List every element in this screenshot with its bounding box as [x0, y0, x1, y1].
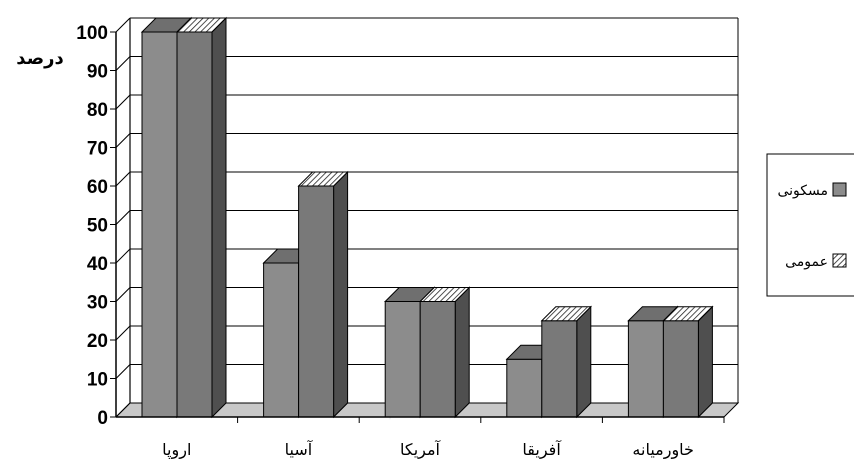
bar: [141, 31, 178, 418]
gridline-depth: [115, 402, 131, 418]
legend-label-residential: مسکونی: [777, 183, 828, 199]
x-category-label: اروپا: [162, 440, 191, 460]
bar-side: [211, 16, 227, 419]
y-tick-label: 60: [87, 177, 108, 198]
x-category-label: آمریکا: [400, 440, 442, 460]
gridline-depth: [115, 325, 131, 341]
x-category-label: خاورمیانه: [632, 440, 694, 460]
legend-swatch-residential: [832, 182, 847, 197]
bar-top: [662, 306, 714, 322]
y-tick-label: 30: [87, 293, 108, 314]
bar: [176, 31, 213, 418]
y-tick-label: 80: [87, 100, 108, 121]
y-tick-label: 70: [87, 139, 108, 160]
bar: [263, 262, 300, 418]
bar: [662, 320, 699, 418]
y-tick-label: 90: [87, 62, 108, 83]
bar: [298, 185, 335, 418]
bar-side: [333, 170, 349, 419]
bar-side: [576, 305, 592, 419]
y-tick-label: 20: [87, 331, 108, 352]
legend-label-public: عمومی: [785, 254, 828, 270]
bar-top: [540, 306, 593, 322]
gridline-depth: [115, 364, 131, 379]
legend-box: [766, 153, 854, 297]
bar-side: [697, 305, 713, 419]
bar: [419, 301, 456, 418]
y-tick-label: 10: [87, 370, 108, 391]
gridline-depth: [115, 171, 131, 187]
gridline-depth: [115, 210, 131, 225]
gridline-depth: [115, 133, 131, 148]
legend: مسکونی عمومی: [766, 153, 854, 297]
y-tick-label: 40: [87, 254, 108, 275]
bar-top: [418, 287, 471, 302]
bar: [541, 320, 578, 418]
gridline-depth: [115, 248, 131, 264]
x-category-label: آفریقا: [522, 440, 562, 460]
legend-swatch-public: [832, 253, 847, 268]
bar: [506, 358, 543, 418]
bar: [627, 320, 664, 418]
bar: [384, 301, 421, 418]
bar-top: [175, 17, 228, 33]
gridline-depth: [115, 287, 131, 302]
gridline-depth: [115, 94, 131, 110]
y-tick-label: 100: [76, 23, 108, 44]
gridline-depth: [115, 56, 131, 71]
y-axis-label: درصد: [16, 48, 63, 69]
y-tick-label: 50: [87, 216, 108, 237]
bar-side: [454, 286, 470, 419]
bar-top: [297, 171, 349, 187]
x-category-label: آسیا: [285, 440, 314, 459]
y-tick-label: 0: [97, 408, 108, 429]
gridline-depth: [115, 17, 131, 33]
